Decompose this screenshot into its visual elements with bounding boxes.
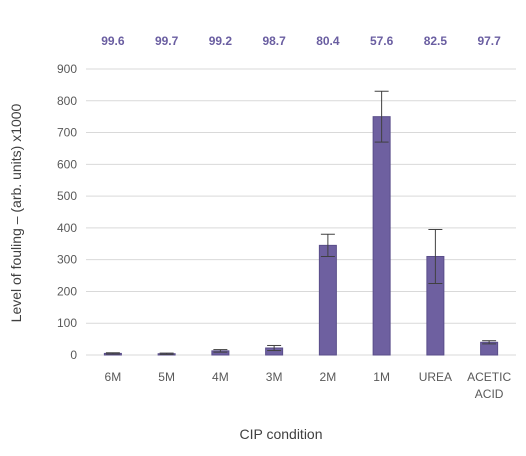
error-bar — [105, 352, 120, 355]
y-tick-label: 900 — [57, 62, 77, 76]
x-tick-label: 4M — [212, 370, 229, 384]
y-tick-label: 200 — [57, 284, 77, 298]
top-value-labels: 99.6 99.7 99.2 98.7 80.4 57.6 82.5 97.7 — [101, 34, 501, 48]
y-tick-label: 800 — [57, 94, 77, 108]
x-tick-label: ACETIC ACID — [467, 370, 511, 401]
top-value-label: 97.7 — [477, 34, 501, 48]
error-bar — [482, 340, 497, 345]
top-value-label: 82.5 — [424, 34, 448, 48]
top-value-label: 99.6 — [101, 34, 125, 48]
y-axis-title: Level of fouling – (arb. units) x1000 — [8, 103, 24, 322]
gridlines — [86, 68, 516, 356]
top-value-label: 57.6 — [370, 34, 394, 48]
y-tick-label: 0 — [70, 348, 77, 362]
x-axis-title: CIP condition — [239, 426, 322, 442]
error-bar — [320, 233, 335, 257]
error-bars — [105, 90, 497, 355]
y-tick-label: 400 — [57, 221, 77, 235]
y-tick-label: 500 — [57, 189, 77, 203]
x-tick-label: 2M — [320, 370, 337, 384]
x-tick-label: 3M — [266, 370, 283, 384]
x-tick-label: UREA — [419, 370, 452, 384]
x-tick-label: 1M — [373, 370, 390, 384]
y-tick-label: 100 — [57, 316, 77, 330]
x-tick-label: 5M — [158, 370, 175, 384]
error-bar — [159, 352, 174, 355]
y-tick-label: 600 — [57, 157, 77, 171]
y-tick-label: 700 — [57, 126, 77, 140]
bars — [103, 116, 499, 356]
y-tick-label: 300 — [57, 253, 77, 267]
error-bar — [374, 90, 389, 143]
x-tick-label: 6M — [105, 370, 122, 384]
top-value-label: 99.7 — [155, 34, 179, 48]
bar — [372, 116, 391, 356]
y-axis-ticks: 0 100 200 300 400 500 600 700 800 900 — [57, 62, 77, 362]
bar — [318, 244, 337, 356]
top-value-label: 80.4 — [316, 34, 340, 48]
error-bar — [267, 344, 282, 352]
top-value-label: 98.7 — [262, 34, 286, 48]
x-axis-ticks: 6M 5M 4M 3M 2M 1M UREA ACETIC ACID — [105, 370, 512, 401]
error-bar — [428, 228, 443, 284]
error-bar — [213, 349, 228, 353]
top-value-label: 99.2 — [209, 34, 233, 48]
